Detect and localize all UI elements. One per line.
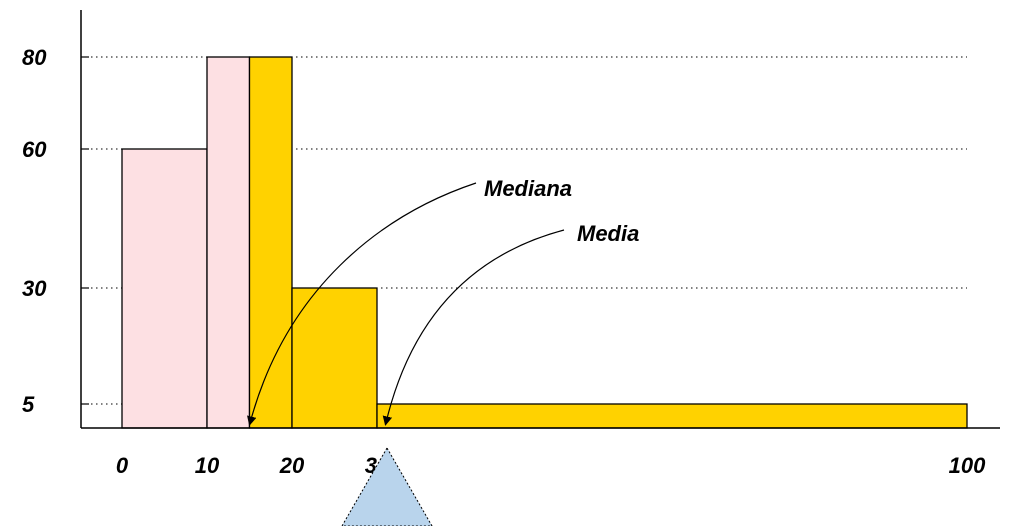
y-tick-label: 80 (22, 45, 47, 70)
annotation-arrow-media (382, 229, 565, 426)
annotation-arrow-mediana (247, 182, 477, 426)
bar-yellow-2 (248, 56, 293, 429)
annotation-label-mediana: Mediana (484, 176, 572, 201)
y-tick-label: 5 (22, 392, 35, 417)
x-tick-label: 10 (195, 453, 220, 478)
bin-guides (206, 404, 378, 428)
x-tick-label: 0 (116, 453, 129, 478)
x-tick-label: 100 (949, 453, 986, 478)
x-tick-label: 20 (279, 453, 305, 478)
bar-yellow-4 (376, 403, 968, 429)
y-tick-label: 60 (22, 137, 47, 162)
pointer-triangle-shape (341, 446, 433, 526)
bar-yellow-3 (291, 287, 378, 429)
annotation-label-media: Media (577, 221, 639, 246)
bar-pink-1 (206, 56, 251, 429)
axes (80, 10, 1000, 429)
pointer-triangle (341, 446, 433, 526)
tick-labels: 53060800102030100 (22, 45, 986, 478)
bar-pink-0 (121, 148, 208, 429)
y-tick-label: 30 (22, 276, 47, 301)
bars (121, 56, 968, 429)
